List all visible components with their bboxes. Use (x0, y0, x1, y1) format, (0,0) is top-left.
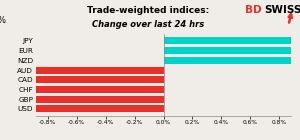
Text: Trade-weighted indices:: Trade-weighted indices: (87, 6, 209, 15)
Bar (0, 76, 164, 83)
Text: BD: BD (245, 5, 262, 15)
Bar (164, 47, 300, 54)
Bar (164, 37, 300, 44)
Text: Change over last 24 hrs: Change over last 24 hrs (92, 20, 204, 29)
Bar (0, 66, 164, 74)
Bar (0, 96, 164, 103)
Text: SWISS: SWISS (264, 5, 300, 15)
Bar (164, 57, 300, 64)
Text: %: % (0, 16, 6, 25)
Bar (0, 105, 164, 112)
Bar (0, 86, 164, 93)
